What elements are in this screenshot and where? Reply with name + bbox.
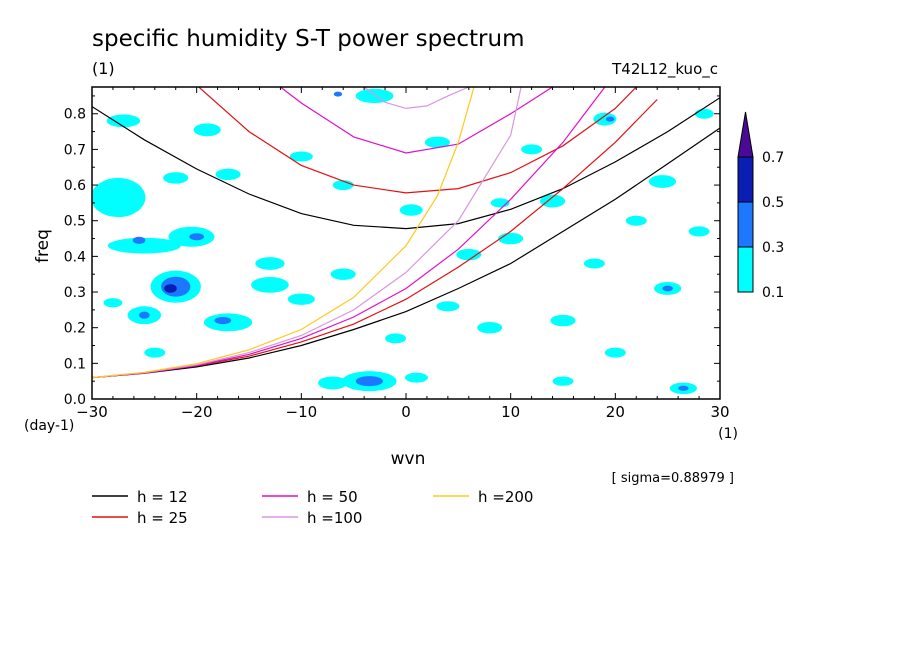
unit-label: (1) [92, 59, 115, 78]
legend-label-h100: h =100 [307, 509, 362, 527]
sigma-label: [ sigma=0.88979 ] [612, 471, 734, 486]
colorbar-segment-0 [737, 246, 754, 293]
x-tick-label--20: −20 [181, 403, 213, 421]
shaded-region-33 [355, 88, 394, 104]
x-axis-label: wvn [391, 449, 426, 469]
shaded-region-39 [163, 172, 189, 184]
x-tick-label--30: −30 [76, 403, 108, 421]
dispersion-curves [92, 87, 720, 379]
shaded-region-11 [132, 236, 146, 244]
curve-h25-1 [197, 87, 637, 194]
colorbar: 0.1 0.3 0.5 0.7 [737, 111, 784, 301]
x-tick-label--10: −10 [286, 403, 318, 421]
shaded-region-51 [103, 298, 123, 308]
shaded-region-30 [678, 385, 689, 391]
shaded-region-4 [355, 376, 383, 387]
shaded-region-13 [189, 233, 204, 241]
shaded-region-19 [424, 136, 450, 148]
contour-shading [92, 88, 714, 395]
colorbar-segment-2 [737, 156, 754, 203]
curve-h12-0 [92, 127, 720, 379]
y-axis-label: freq [33, 229, 53, 263]
shaded-region-42 [583, 258, 605, 269]
colorbar-segment-1 [737, 201, 754, 248]
shaded-region-34 [333, 91, 343, 97]
shaded-region-50 [694, 108, 714, 119]
x-tick-label-20: 20 [606, 403, 625, 421]
shaded-region-17 [287, 293, 315, 305]
colorbar-label-0.7: 0.7 [762, 150, 784, 166]
shaded-region-21 [456, 248, 482, 261]
legend-label-h12: h = 12 [137, 488, 188, 506]
shaded-region-49 [625, 215, 647, 226]
shaded-region-9 [92, 177, 146, 218]
y-tick-label: 0.1 [64, 356, 86, 372]
shaded-region-25 [605, 116, 615, 122]
y-tick-label: 0.2 [64, 321, 86, 337]
shaded-region-52 [404, 372, 428, 383]
x-tick-label-10: 10 [501, 403, 520, 421]
y-tick-label: 0.7 [64, 142, 86, 158]
x-unit-label: (1) [718, 426, 738, 442]
shaded-region-16 [251, 277, 289, 293]
shaded-region-44 [385, 333, 406, 344]
shaded-region-8 [139, 311, 150, 319]
colorbar-label-0.5: 0.5 [762, 195, 784, 211]
x-tick-label-30: 30 [710, 403, 729, 421]
shaded-region-37 [550, 314, 576, 327]
y-tick-label: 0.5 [64, 214, 86, 230]
shaded-region-53 [552, 376, 574, 386]
shaded-region-2 [164, 284, 177, 293]
legend-label-h200: h =200 [478, 488, 533, 506]
shaded-region-23 [539, 194, 566, 208]
curve-h50-1 [280, 87, 553, 154]
shaded-region-35 [255, 257, 285, 270]
shaded-region-32 [318, 376, 348, 390]
shaded-region-45 [604, 347, 626, 358]
shaded-region-40 [521, 144, 543, 155]
legend-label-h25: h = 25 [137, 509, 188, 527]
shaded-region-6 [214, 316, 232, 325]
colorbar-label-0.1: 0.1 [762, 285, 784, 301]
shaded-region-28 [662, 285, 673, 292]
shaded-region-22 [498, 232, 524, 245]
chart-title: specific humidity S-T power spectrum [92, 26, 524, 52]
shaded-region-18 [330, 268, 356, 280]
plot-area: −30 −20 −10 0 10 20 30 0.00.10.20.30.40.50.60.… [64, 86, 730, 421]
legend: h = 12 h = 25 h = 50 h =100 h =200 [92, 488, 533, 527]
shaded-region-26 [648, 175, 677, 188]
shaded-region-38 [215, 168, 241, 181]
colorbar-extension-arrow [737, 111, 754, 158]
shaded-region-31 [688, 226, 710, 237]
curve-h200-0 [92, 87, 475, 379]
y-tick-label: 0.6 [64, 178, 86, 194]
curve-h12-1 [92, 97, 720, 230]
colorbar-label-0.3: 0.3 [762, 240, 784, 256]
shaded-region-43 [436, 301, 460, 312]
y-tick-label: 0.4 [64, 249, 86, 265]
shaded-region-20 [399, 204, 423, 216]
legend-label-h50: h = 50 [307, 488, 358, 506]
shaded-region-10 [107, 237, 181, 254]
curve-h100-1 [363, 87, 470, 110]
y-tick-label: 0.8 [64, 107, 86, 123]
shaded-region-14 [106, 114, 141, 128]
shaded-region-24 [593, 112, 617, 126]
curve-h100-0 [92, 87, 522, 379]
shaded-region-36 [477, 321, 503, 334]
shaded-region-41 [289, 151, 313, 162]
x-tick-label-0: 0 [401, 403, 411, 421]
shaded-region-46 [144, 347, 166, 358]
y-unit-label: (day-1) [24, 418, 74, 434]
shaded-region-15 [193, 123, 221, 137]
y-tick-label: 0.0 [64, 392, 86, 408]
run-label: T42L12_kuo_c [611, 60, 718, 79]
y-axis: 0.0 0.1 0.2 0.3 0.4 0.5 0.6 0.7 0.8 [64, 95, 720, 408]
y-tick-label: 0.3 [64, 285, 86, 301]
x-axis: −30 −20 −10 0 10 20 30 [76, 87, 730, 421]
